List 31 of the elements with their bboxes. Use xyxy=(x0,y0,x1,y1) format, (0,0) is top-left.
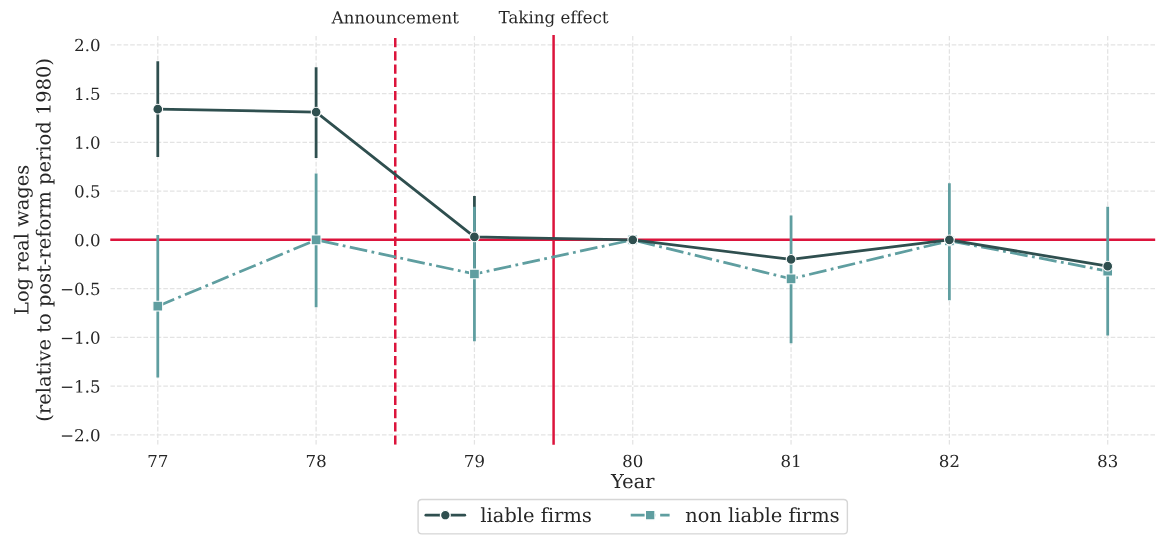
x-tick-label: 79 xyxy=(465,454,484,468)
x-tick-label: 77 xyxy=(148,454,168,468)
x-tick-label: 81 xyxy=(781,454,800,468)
y-tick-label: 0.5 xyxy=(75,185,100,198)
legend-label: liable firms xyxy=(480,507,591,523)
x-axis-title: Year xyxy=(610,473,655,489)
x-tick-label: 80 xyxy=(623,454,643,468)
point xyxy=(1102,260,1114,272)
x-tick-label: 83 xyxy=(1098,454,1118,468)
point xyxy=(469,231,480,243)
y-tick-label: 1.0 xyxy=(76,136,100,149)
point xyxy=(469,268,480,280)
legend-label: non liable firms xyxy=(685,507,839,523)
point xyxy=(310,234,322,246)
point xyxy=(152,300,164,312)
y-tick-label: 2.0 xyxy=(75,38,100,52)
point xyxy=(785,273,797,285)
point xyxy=(310,106,322,118)
ref-line-label: Announcement xyxy=(331,11,459,24)
point xyxy=(785,253,797,265)
y-tick-label: 1.5 xyxy=(76,87,100,101)
ref-line-label: Taking effect xyxy=(498,10,609,27)
y-tick-label: 0.0 xyxy=(75,233,100,247)
x-tick-label: 78 xyxy=(306,454,326,468)
point xyxy=(152,103,164,115)
x-tick-label: 82 xyxy=(939,454,959,468)
y-tick-label: −1.0 xyxy=(61,331,100,344)
y-axis-title: Log real wages (relative to post-reform period 1980) xyxy=(13,59,55,421)
y-tick-label: −0.5 xyxy=(61,282,100,296)
y-tick-label: −1.5 xyxy=(61,380,100,393)
y-tick-label: −2.0 xyxy=(61,428,100,442)
